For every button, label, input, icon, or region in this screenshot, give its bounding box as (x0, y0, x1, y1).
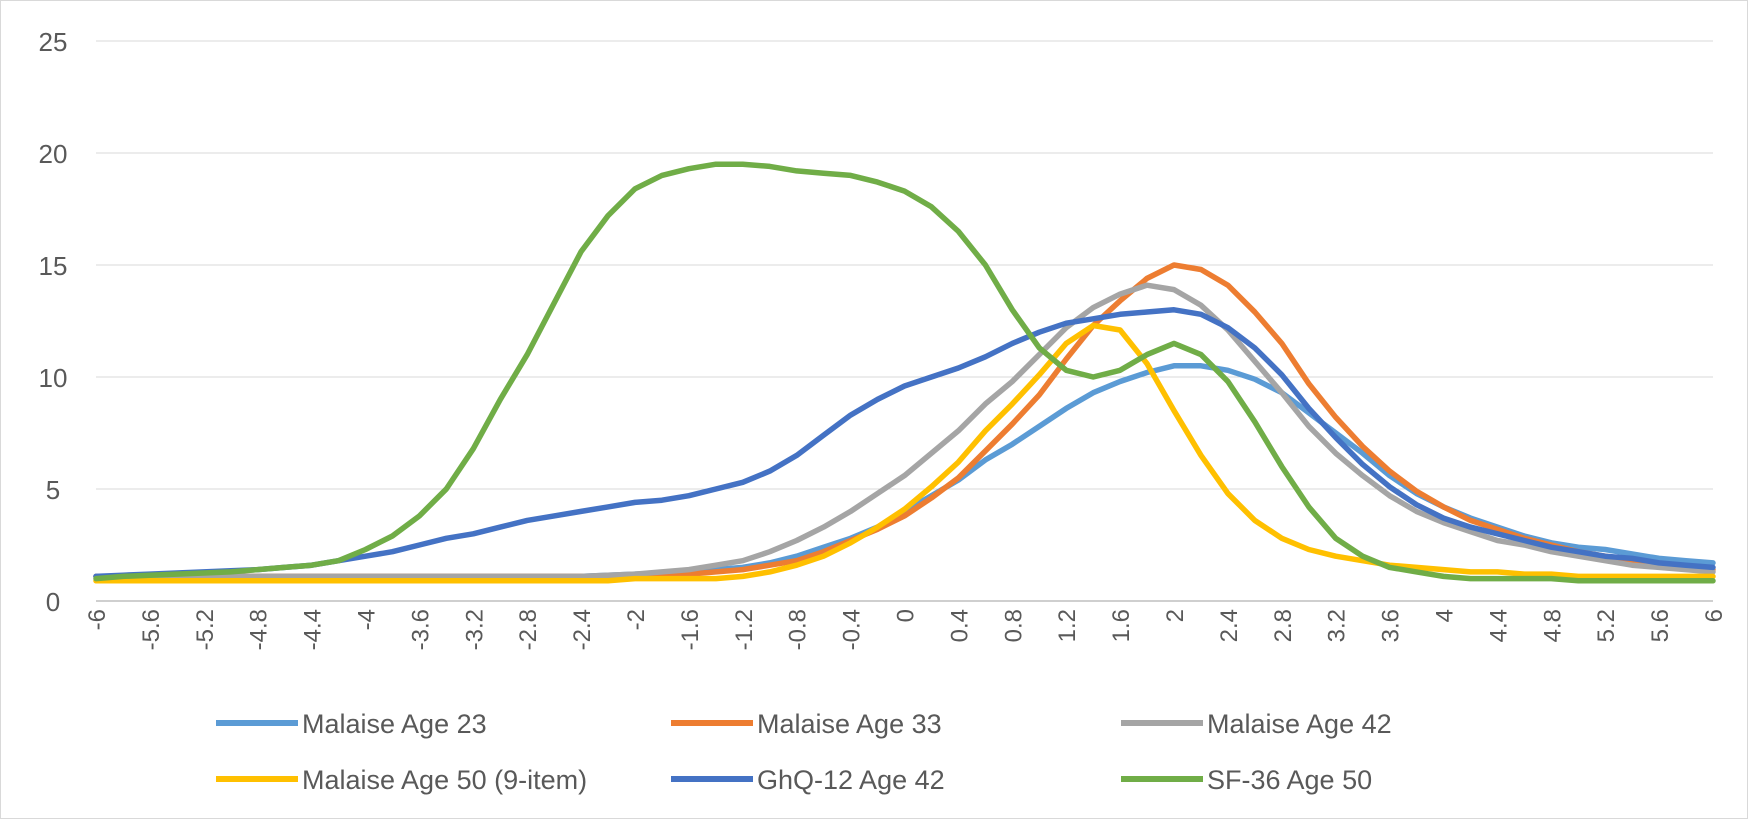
x-tick-label: 5.2 (1593, 609, 1620, 642)
series-line-3 (93, 322, 1716, 584)
x-axis-tick-labels: -6 -5.6 -5.2 -4.8 -4.4 -4 -3.6 -3.2 -2.8 -2.4 -2 -1… (84, 609, 1728, 650)
gridlines (96, 40, 1713, 490)
x-tick-label: 1.2 (1054, 609, 1081, 642)
y-tick-label: 10 (39, 363, 68, 393)
x-tick-label: -0.8 (785, 609, 812, 650)
x-tick-label: -3.6 (407, 609, 434, 650)
x-tick-label: 4.4 (1485, 609, 1512, 642)
x-tick-label: -3.2 (461, 609, 488, 650)
x-tick-label: -1.6 (677, 609, 704, 650)
x-tick-label: -2 (623, 609, 650, 630)
legend: Malaise Age 23 Malaise Age 33 Malaise Age … (216, 709, 1392, 795)
x-tick-label: -4.8 (246, 609, 273, 650)
x-tick-label: 0 (893, 609, 920, 622)
x-tick-label: 3.6 (1378, 609, 1405, 642)
x-tick-label: 2 (1162, 609, 1189, 622)
y-tick-label: 5 (46, 475, 60, 505)
legend-label: Malaise Age 23 (302, 709, 487, 739)
x-tick-label: 2.8 (1270, 609, 1297, 642)
x-tick-label: 4 (1432, 609, 1459, 622)
x-tick-label: -5.2 (192, 609, 219, 650)
x-tick-label: 4.8 (1539, 609, 1566, 642)
x-tick-label: 6 (1701, 609, 1728, 622)
x-tick-label: -4.4 (300, 609, 327, 650)
x-tick-label: 3.2 (1324, 609, 1351, 642)
y-tick-label: 20 (39, 139, 68, 169)
x-tick-label: 0.8 (1000, 609, 1027, 642)
legend-label: GhQ-12 Age 42 (757, 765, 945, 795)
y-tick-label: 25 (39, 27, 68, 57)
x-tick-label: -6 (84, 609, 111, 630)
x-tick-label: -1.2 (731, 609, 758, 650)
legend-label: Malaise Age 42 (1207, 709, 1392, 739)
series-line-5 (93, 161, 1716, 584)
x-tick-label: 0.4 (946, 609, 973, 642)
series-line-2 (93, 282, 1716, 580)
x-tick-label: -0.4 (839, 609, 866, 650)
x-tick-label: 5.6 (1647, 609, 1674, 642)
x-tick-label: 1.6 (1108, 609, 1135, 642)
x-tick-label: -2.4 (569, 609, 596, 650)
series-line-4 (93, 307, 1716, 580)
x-tick-label: 2.4 (1216, 609, 1243, 642)
y-tick-label: 0 (46, 587, 60, 617)
x-tick-label: -5.6 (138, 609, 165, 650)
y-axis-tick-labels: 0 5 10 15 20 25 (39, 27, 68, 617)
legend-label: Malaise Age 50 (9-item) (302, 765, 587, 795)
series-line-0 (93, 363, 1716, 580)
x-tick-label: -4 (354, 609, 381, 630)
legend-label: SF-36 Age 50 (1207, 765, 1372, 795)
y-tick-label: 15 (39, 251, 68, 281)
legend-label: Malaise Age 33 (757, 709, 942, 739)
series-lines (93, 161, 1716, 584)
x-tick-label: -2.8 (515, 609, 542, 650)
